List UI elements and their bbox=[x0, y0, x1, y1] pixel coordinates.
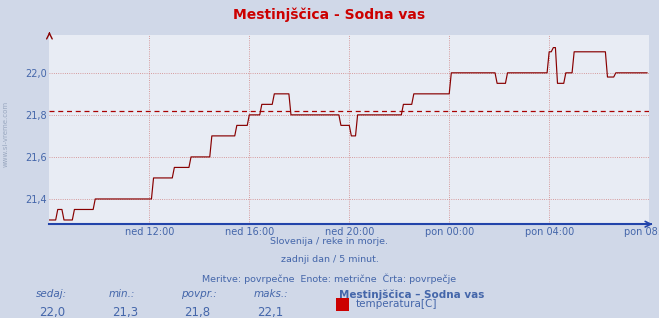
Text: maks.:: maks.: bbox=[254, 289, 289, 299]
Text: 21,8: 21,8 bbox=[185, 306, 211, 318]
Text: 22,0: 22,0 bbox=[40, 306, 66, 318]
Text: sedaj:: sedaj: bbox=[36, 289, 67, 299]
Text: 22,1: 22,1 bbox=[257, 306, 283, 318]
Text: min.:: min.: bbox=[109, 289, 135, 299]
Text: Meritve: povrpečne  Enote: metrične  Črta: povrpečje: Meritve: povrpečne Enote: metrične Črta:… bbox=[202, 274, 457, 284]
Text: temperatura[C]: temperatura[C] bbox=[356, 299, 438, 309]
Text: Mestinjščica – Sodna vas: Mestinjščica – Sodna vas bbox=[339, 289, 485, 300]
Text: Mestinjščica - Sodna vas: Mestinjščica - Sodna vas bbox=[233, 8, 426, 23]
Text: zadnji dan / 5 minut.: zadnji dan / 5 minut. bbox=[281, 255, 378, 264]
Text: www.si-vreme.com: www.si-vreme.com bbox=[2, 100, 9, 167]
Text: 21,3: 21,3 bbox=[112, 306, 138, 318]
Text: Slovenija / reke in morje.: Slovenija / reke in morje. bbox=[270, 237, 389, 246]
Text: povpr.:: povpr.: bbox=[181, 289, 217, 299]
